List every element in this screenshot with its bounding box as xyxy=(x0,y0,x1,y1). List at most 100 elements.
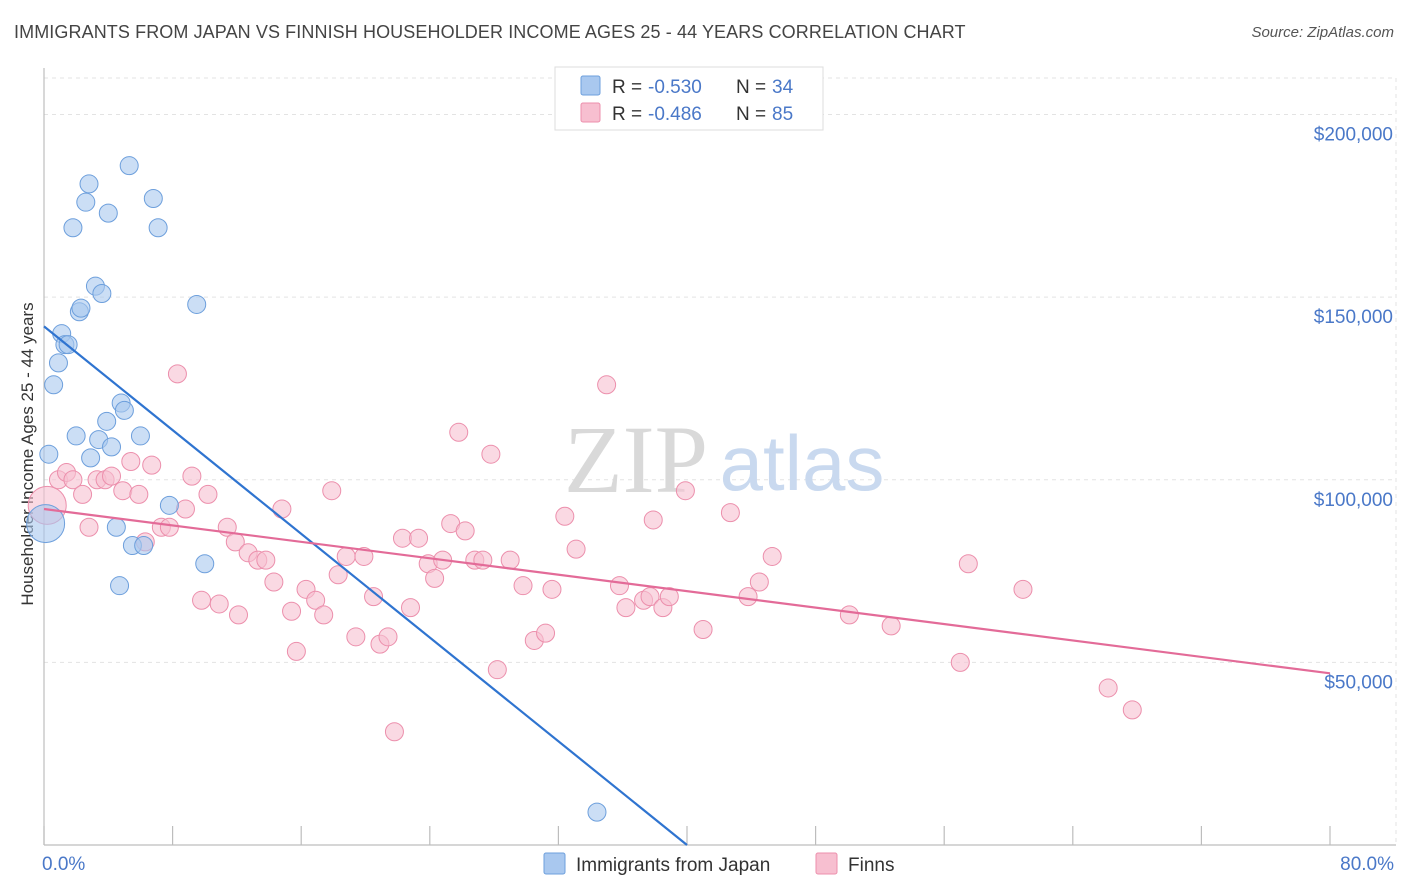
x-tick-label-1: 80.0% xyxy=(1340,854,1394,875)
finns-point-66 xyxy=(616,598,636,618)
finns-point-39 xyxy=(354,546,374,566)
finns-point-16 xyxy=(167,364,187,384)
finns-point-55 xyxy=(481,444,501,464)
legend-r-value-finns: -0.486 xyxy=(648,104,702,125)
finns-point-61 xyxy=(542,579,562,599)
series-legend: Immigrants from Japan Finns xyxy=(543,852,894,876)
finns-point-78 xyxy=(839,605,859,625)
japan-point-1 xyxy=(39,444,59,464)
finns-point-34 xyxy=(314,605,334,625)
japan-point-19 xyxy=(102,437,122,457)
japan-point-20 xyxy=(106,517,126,537)
finns-points xyxy=(27,364,1142,742)
japan-point-17 xyxy=(97,411,117,431)
x-tick-labels: 0.0% 80.0% xyxy=(42,854,1394,875)
japan-point-7 xyxy=(63,218,83,238)
finns-point-8 xyxy=(102,466,122,486)
finns-point-5 xyxy=(79,517,99,537)
japan-point-11 xyxy=(76,192,96,212)
japan-point-30 xyxy=(159,495,179,515)
finns-point-84 xyxy=(1122,700,1142,720)
finns-point-35 xyxy=(322,481,342,501)
y-tick-label-1: $100,000 xyxy=(1314,490,1393,511)
finns-point-24 xyxy=(229,605,249,625)
legend-n-label-finns: N = xyxy=(736,104,766,125)
finns-point-74 xyxy=(720,503,740,523)
japan-point-8 xyxy=(66,426,86,446)
japan-point-28 xyxy=(143,189,163,209)
japan-point-33 xyxy=(587,802,607,822)
finns-point-69 xyxy=(643,510,663,530)
finns-point-30 xyxy=(282,601,302,621)
finns-point-28 xyxy=(264,572,284,592)
japan-point-12 xyxy=(79,174,99,194)
japan-point-0 xyxy=(26,504,66,544)
series-swatch-japan xyxy=(543,852,566,875)
legend-n-value-japan: 34 xyxy=(772,77,794,98)
watermark-atlas: atlas xyxy=(720,419,885,507)
japan-point-16 xyxy=(92,283,112,303)
finns-point-80 xyxy=(950,652,970,672)
finns-point-29 xyxy=(272,499,292,519)
legend-swatch-japan xyxy=(580,75,601,96)
japan-point-23 xyxy=(114,400,134,420)
japan-point-29 xyxy=(148,218,168,238)
finns-point-10 xyxy=(121,452,141,471)
finns-point-48 xyxy=(425,568,445,588)
series-name-finns: Finns xyxy=(848,855,894,876)
japan-point-3 xyxy=(48,353,68,373)
finns-point-15 xyxy=(159,517,179,537)
finns-point-4 xyxy=(73,484,93,504)
finns-point-83 xyxy=(1098,678,1118,698)
finns-point-11 xyxy=(129,484,149,504)
legend-r-label-japan: R = xyxy=(612,77,642,98)
japan-trend-line xyxy=(43,325,688,846)
finns-point-3 xyxy=(63,470,83,490)
japan-point-13 xyxy=(81,448,101,468)
japan-point-32 xyxy=(195,554,215,574)
japan-point-27 xyxy=(134,536,154,556)
finns-point-17 xyxy=(175,499,195,519)
finns-point-57 xyxy=(500,550,520,570)
finns-point-71 xyxy=(659,587,679,607)
japan-point-10 xyxy=(71,298,91,318)
trend-lines xyxy=(43,325,1331,846)
finns-point-81 xyxy=(958,554,978,574)
finns-point-20 xyxy=(198,484,218,504)
finns-point-65 xyxy=(609,576,629,596)
japan-point-18 xyxy=(98,203,118,223)
finns-point-58 xyxy=(513,576,533,596)
series-name-japan: Immigrants from Japan xyxy=(576,855,770,876)
finns-point-76 xyxy=(749,572,769,592)
legend-n-label-japan: N = xyxy=(736,77,766,98)
finns-point-42 xyxy=(378,627,398,647)
finns-point-36 xyxy=(328,565,348,585)
y-tick-label-3: $200,000 xyxy=(1314,125,1393,146)
finns-point-82 xyxy=(1013,579,1033,599)
series-swatch-finns xyxy=(815,852,838,875)
japan-point-26 xyxy=(130,426,150,446)
finns-point-73 xyxy=(693,620,713,640)
finns-point-27 xyxy=(256,550,276,570)
y-tick-labels: $50,000 $100,000 $150,000 $200,000 xyxy=(1314,125,1393,694)
legend-r-label-finns: R = xyxy=(612,104,642,125)
japan-point-24 xyxy=(119,156,139,176)
source-note: Source: ZipAtlas.com xyxy=(1251,24,1394,41)
finns-point-60 xyxy=(536,623,556,643)
finns-point-37 xyxy=(336,546,356,566)
finns-trend-line xyxy=(43,507,1331,675)
finns-point-77 xyxy=(762,546,782,566)
finns-point-43 xyxy=(384,722,404,742)
finns-point-51 xyxy=(449,422,469,442)
legend-n-value-finns: 85 xyxy=(772,104,793,125)
finns-point-18 xyxy=(182,466,202,486)
finns-point-9 xyxy=(113,481,133,501)
finns-point-68 xyxy=(640,587,660,607)
stats-legend: R = -0.530 N = 34 R = -0.486 N = 85 xyxy=(554,66,824,131)
finns-point-52 xyxy=(455,521,475,541)
finns-point-79 xyxy=(881,616,901,636)
finns-point-44 xyxy=(392,528,412,548)
x-tick-label-0: 0.0% xyxy=(42,854,85,875)
finns-point-13 xyxy=(142,455,162,475)
y-tick-label-0: $50,000 xyxy=(1324,672,1393,693)
